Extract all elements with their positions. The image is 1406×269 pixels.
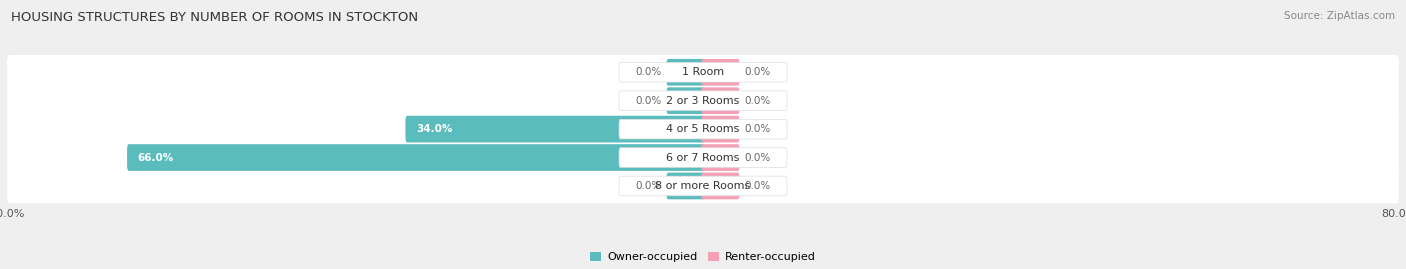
FancyBboxPatch shape <box>405 116 704 143</box>
FancyBboxPatch shape <box>666 173 704 199</box>
FancyBboxPatch shape <box>7 169 1399 203</box>
FancyBboxPatch shape <box>702 173 740 199</box>
Text: 0.0%: 0.0% <box>745 153 770 162</box>
Legend: Owner-occupied, Renter-occupied: Owner-occupied, Renter-occupied <box>586 247 820 267</box>
FancyBboxPatch shape <box>619 62 787 82</box>
FancyBboxPatch shape <box>702 144 740 171</box>
Text: 66.0%: 66.0% <box>138 153 174 162</box>
FancyBboxPatch shape <box>702 116 740 143</box>
Text: 8 or more Rooms: 8 or more Rooms <box>655 181 751 191</box>
Text: 0.0%: 0.0% <box>636 181 661 191</box>
Text: 4 or 5 Rooms: 4 or 5 Rooms <box>666 124 740 134</box>
FancyBboxPatch shape <box>702 87 740 114</box>
Text: 0.0%: 0.0% <box>636 67 661 77</box>
FancyBboxPatch shape <box>7 83 1399 118</box>
FancyBboxPatch shape <box>666 87 704 114</box>
Text: 0.0%: 0.0% <box>745 181 770 191</box>
FancyBboxPatch shape <box>7 55 1399 90</box>
Text: 0.0%: 0.0% <box>636 96 661 106</box>
Text: 0.0%: 0.0% <box>745 67 770 77</box>
Text: 0.0%: 0.0% <box>745 124 770 134</box>
FancyBboxPatch shape <box>619 119 787 139</box>
Text: 2 or 3 Rooms: 2 or 3 Rooms <box>666 96 740 106</box>
Text: 0.0%: 0.0% <box>745 96 770 106</box>
Text: 34.0%: 34.0% <box>416 124 453 134</box>
FancyBboxPatch shape <box>127 144 704 171</box>
FancyBboxPatch shape <box>702 59 740 86</box>
FancyBboxPatch shape <box>7 112 1399 146</box>
FancyBboxPatch shape <box>619 176 787 196</box>
FancyBboxPatch shape <box>619 91 787 111</box>
Text: 6 or 7 Rooms: 6 or 7 Rooms <box>666 153 740 162</box>
Text: Source: ZipAtlas.com: Source: ZipAtlas.com <box>1284 11 1395 21</box>
FancyBboxPatch shape <box>7 140 1399 175</box>
FancyBboxPatch shape <box>619 148 787 167</box>
Text: 1 Room: 1 Room <box>682 67 724 77</box>
FancyBboxPatch shape <box>666 59 704 86</box>
Text: HOUSING STRUCTURES BY NUMBER OF ROOMS IN STOCKTON: HOUSING STRUCTURES BY NUMBER OF ROOMS IN… <box>11 11 419 24</box>
